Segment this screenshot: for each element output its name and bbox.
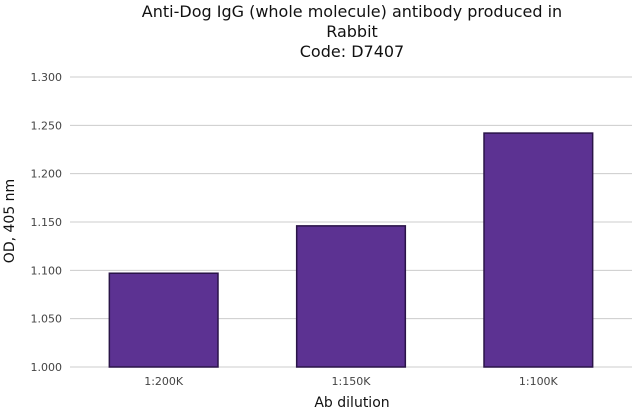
x-axis-ticks: 1:200K 1:150K 1:100K [144, 375, 558, 388]
bars [108, 132, 594, 368]
y-tick-label: 1.000 [31, 361, 63, 374]
x-axis-label: Ab dilution [314, 395, 389, 411]
y-tick-label: 1.200 [31, 168, 63, 181]
x-tick-label: 1:100K [519, 375, 559, 388]
y-tick-label: 1.050 [31, 313, 63, 326]
x-tick-label: 1:150K [332, 375, 372, 388]
y-axis-label: OD, 405 nm [2, 179, 18, 263]
bar-1200K [108, 272, 219, 368]
chart-title-line-1: Anti-Dog IgG (whole molecule) antibody p… [142, 2, 562, 21]
y-tick-label: 1.250 [31, 119, 63, 132]
y-axis-ticks: 1.000 1.050 1.100 1.150 1.200 1.250 1.300 [31, 71, 63, 374]
bar-1150K [295, 225, 407, 368]
bar-1100K [483, 132, 594, 368]
chart-title-line-2: Rabbit [326, 22, 378, 41]
chart-title: Anti-Dog IgG (whole molecule) antibody p… [142, 2, 562, 61]
chart-title-line-3: Code: D7407 [300, 42, 404, 61]
y-tick-label: 1.150 [31, 216, 63, 229]
x-tick-label: 1:200K [144, 375, 184, 388]
y-tick-label: 1.300 [31, 71, 63, 84]
y-tick-label: 1.100 [31, 264, 63, 277]
